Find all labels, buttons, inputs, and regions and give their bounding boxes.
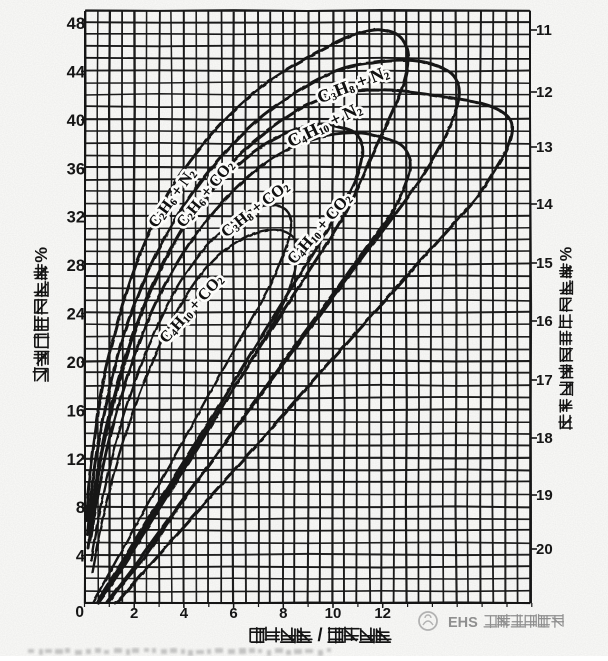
svg-text:8: 8 xyxy=(76,499,85,517)
svg-text:20: 20 xyxy=(67,354,85,372)
svg-text:11: 11 xyxy=(536,22,552,39)
svg-text:EHS: EHS xyxy=(448,615,478,631)
svg-text:12: 12 xyxy=(536,84,553,101)
svg-text:16: 16 xyxy=(67,402,85,420)
svg-text:2: 2 xyxy=(130,605,138,622)
svg-text:%: % xyxy=(31,247,51,263)
svg-text:14: 14 xyxy=(536,196,553,213)
svg-text:4: 4 xyxy=(76,548,86,566)
svg-text:12: 12 xyxy=(374,605,391,622)
svg-text:4: 4 xyxy=(180,605,189,622)
svg-text:40: 40 xyxy=(67,112,85,130)
svg-text:15: 15 xyxy=(536,255,553,272)
svg-text:24: 24 xyxy=(67,306,86,324)
svg-text:/: / xyxy=(317,625,322,645)
svg-text:%: % xyxy=(557,246,575,261)
svg-text:0: 0 xyxy=(75,604,84,621)
svg-text:8: 8 xyxy=(279,605,287,622)
svg-text:10: 10 xyxy=(325,605,342,622)
svg-text:16: 16 xyxy=(536,313,553,330)
svg-text:20: 20 xyxy=(536,541,553,558)
svg-text:48: 48 xyxy=(67,15,85,33)
svg-text:12: 12 xyxy=(67,451,85,469)
svg-text:18: 18 xyxy=(536,430,553,447)
svg-text:44: 44 xyxy=(67,63,86,81)
svg-text:36: 36 xyxy=(67,160,85,178)
svg-text:19: 19 xyxy=(536,487,553,504)
svg-text:28: 28 xyxy=(67,257,85,275)
svg-text:32: 32 xyxy=(67,209,85,227)
svg-text:6: 6 xyxy=(229,605,237,622)
svg-text:17: 17 xyxy=(536,372,553,389)
svg-text:13: 13 xyxy=(536,139,553,156)
